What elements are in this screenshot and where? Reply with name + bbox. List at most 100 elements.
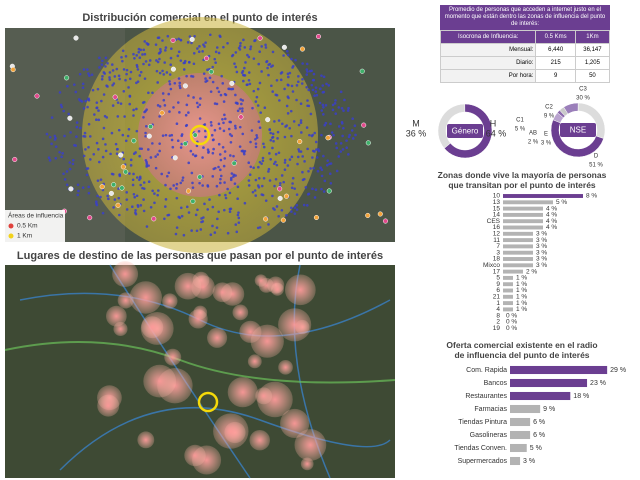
map-dot xyxy=(132,52,135,56)
map-dot xyxy=(147,180,151,184)
map-dot xyxy=(257,120,261,123)
map-dot xyxy=(180,134,184,138)
map-dot xyxy=(312,166,315,170)
map-dot xyxy=(135,65,139,69)
category-label: Restaurantes xyxy=(465,393,507,400)
map-dot xyxy=(285,124,289,127)
map-dot xyxy=(158,105,162,108)
category-label: Tiendas Conven. xyxy=(454,445,507,452)
map-dot xyxy=(92,153,96,156)
map-dot xyxy=(275,78,279,82)
map-dot xyxy=(290,186,294,190)
map-dot xyxy=(276,130,280,134)
map-dot xyxy=(156,104,160,107)
map-dot xyxy=(204,41,207,44)
map-dot xyxy=(258,126,262,130)
table-header: 0.5 Kms xyxy=(535,30,576,44)
map-dot xyxy=(234,223,238,226)
map-dot xyxy=(177,215,181,219)
destination-blob xyxy=(141,316,164,339)
map-dot xyxy=(251,190,255,194)
destination-blob xyxy=(270,282,284,296)
map-dot xyxy=(87,72,90,75)
map-dot xyxy=(106,62,109,65)
map-dot xyxy=(95,106,99,109)
map-dot xyxy=(96,179,100,182)
point-of-interest xyxy=(189,124,211,146)
map-dot xyxy=(223,181,226,184)
map-dot xyxy=(293,206,297,209)
legend-swatch xyxy=(8,233,14,239)
bar xyxy=(510,391,571,401)
map-dot xyxy=(237,216,241,220)
point-of-interest xyxy=(197,391,219,413)
map-dot xyxy=(177,37,180,41)
value-label: 4 % xyxy=(546,205,557,212)
map-dot xyxy=(321,103,325,107)
destination-blob xyxy=(112,261,139,287)
map-dot xyxy=(296,80,300,84)
map-dot xyxy=(209,121,213,124)
table-header: Isocrona de Influencia: xyxy=(439,30,537,44)
table-cell: 50 xyxy=(574,69,611,83)
destination-blob xyxy=(227,377,258,408)
category-label: 16 xyxy=(493,224,501,231)
map-dot xyxy=(318,101,322,105)
map-dot xyxy=(287,75,290,79)
map-dot xyxy=(222,100,226,103)
map-dot xyxy=(219,177,222,181)
map-dot xyxy=(196,208,199,212)
map-dot xyxy=(74,90,78,94)
map-dot xyxy=(128,102,132,106)
slice-label: M xyxy=(412,118,420,128)
map-dot xyxy=(158,149,161,153)
map-dot xyxy=(320,109,324,112)
map-dot xyxy=(181,179,184,182)
map-dot xyxy=(168,82,172,86)
map-dot xyxy=(268,62,272,66)
map-dot xyxy=(166,34,170,38)
map-dot xyxy=(323,123,327,127)
map-dot xyxy=(268,128,272,132)
map-dot xyxy=(169,56,173,60)
map-dot xyxy=(159,47,162,51)
map-dot xyxy=(285,104,289,108)
map-dot xyxy=(154,43,158,46)
map-dot xyxy=(113,75,117,78)
map-dot xyxy=(258,81,262,85)
map-dot xyxy=(95,200,98,204)
chart-title: Zonas donde vive la mayoría de personas q… xyxy=(438,170,607,190)
map-dot xyxy=(206,68,209,72)
destination-blob xyxy=(247,354,262,369)
map-dot xyxy=(300,82,304,85)
map-dot xyxy=(180,142,183,146)
map-dot xyxy=(277,151,281,155)
map-dot xyxy=(306,70,309,73)
map-dot xyxy=(271,64,275,67)
map-dot xyxy=(263,106,267,109)
map-dot xyxy=(147,91,150,95)
map-dot xyxy=(295,203,299,207)
bar xyxy=(503,225,543,230)
map-dot xyxy=(279,78,283,82)
map-destinations xyxy=(4,264,396,479)
slice-value: 2 % xyxy=(528,140,539,146)
map-dot xyxy=(193,154,197,158)
destination-blob xyxy=(105,305,127,327)
map-dot xyxy=(71,162,75,166)
map-dot xyxy=(156,193,159,197)
category-label: Gasolineras xyxy=(470,432,508,439)
map-dot xyxy=(291,176,295,180)
map-dot xyxy=(204,135,207,139)
map-dot xyxy=(282,54,285,57)
map-dot xyxy=(157,36,161,39)
map-dot xyxy=(151,142,154,145)
map-dot xyxy=(192,52,196,55)
map-dot xyxy=(142,209,146,213)
map-pin xyxy=(68,186,74,192)
legend-label: 1 Km xyxy=(17,233,32,240)
map-dot xyxy=(116,101,120,104)
map-dot xyxy=(249,165,253,169)
map-dot xyxy=(286,164,290,167)
map-dot xyxy=(143,52,147,56)
